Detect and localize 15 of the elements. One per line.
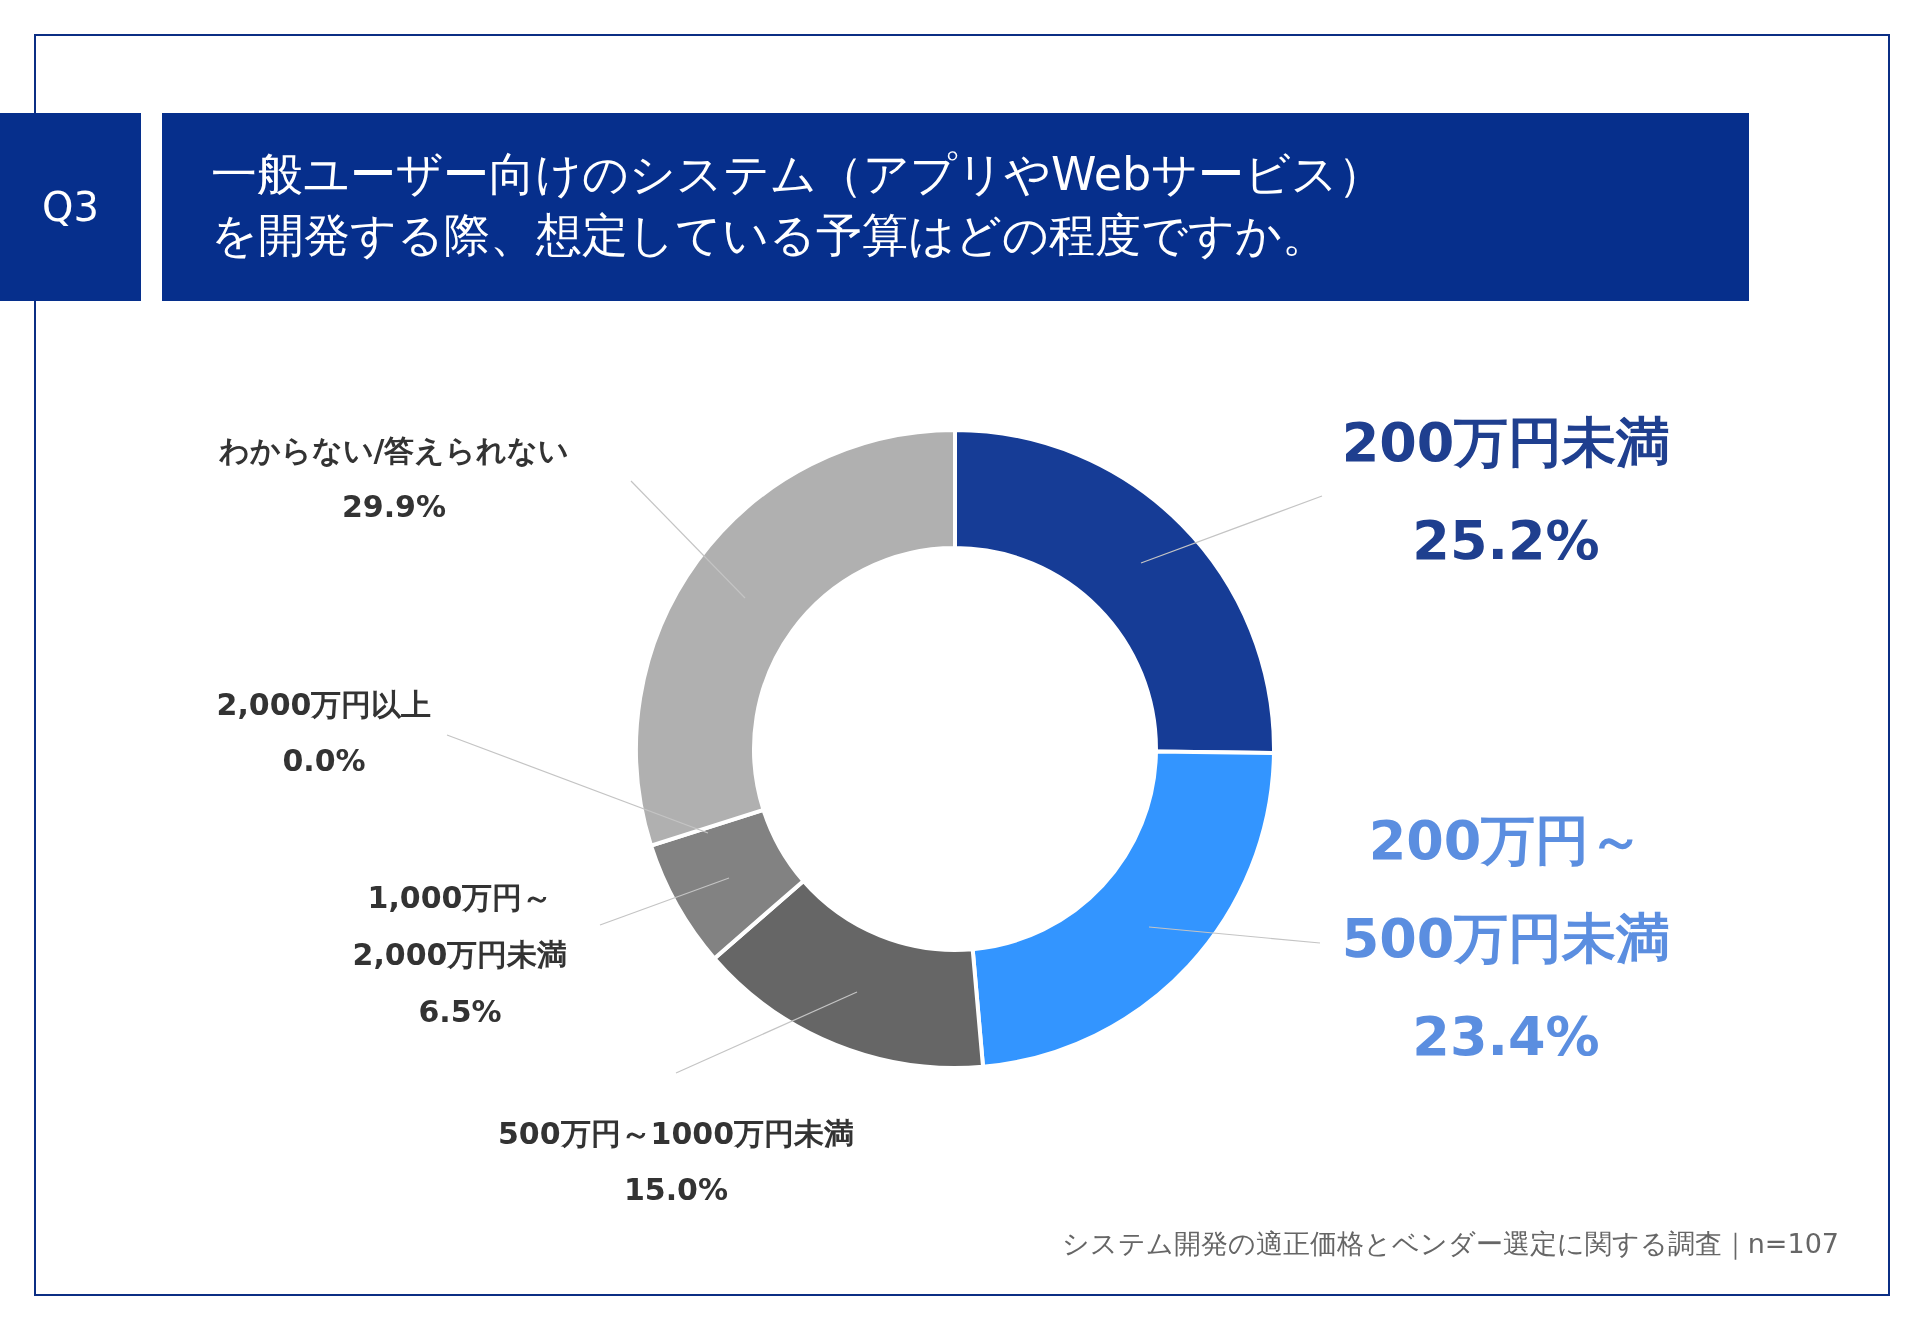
- data-label: 29.9%: [341, 488, 447, 524]
- slice-label: 200万円～500万円未満: [1341, 809, 1671, 971]
- data-label: 25.2%: [1412, 509, 1600, 573]
- slice-label: わからない/答えられない: [218, 432, 570, 468]
- data-label: 6.5%: [418, 993, 502, 1029]
- data-label: 15.0%: [623, 1171, 729, 1207]
- category-label: 2,000万円以上: [216, 686, 432, 722]
- text: 0.0%: [282, 742, 366, 778]
- chart-title: 一般ユーザー向けのシステム（アプリやWebサービス）を開発する際、想定している予算はどの程度ですか。: [211, 146, 1386, 264]
- data-label: 23.4%: [1412, 1005, 1600, 1069]
- slice-label: 1,000万円～2,000万円未満: [352, 879, 568, 972]
- text: システム開発の適正価格とベンダー選定に関する調査｜n=107: [1061, 1227, 1839, 1262]
- slice-label: 500万円～1000万円未満: [497, 1115, 855, 1151]
- slice-label: 200万円未満: [1341, 411, 1671, 475]
- text: Q3: [0, 113, 141, 301]
